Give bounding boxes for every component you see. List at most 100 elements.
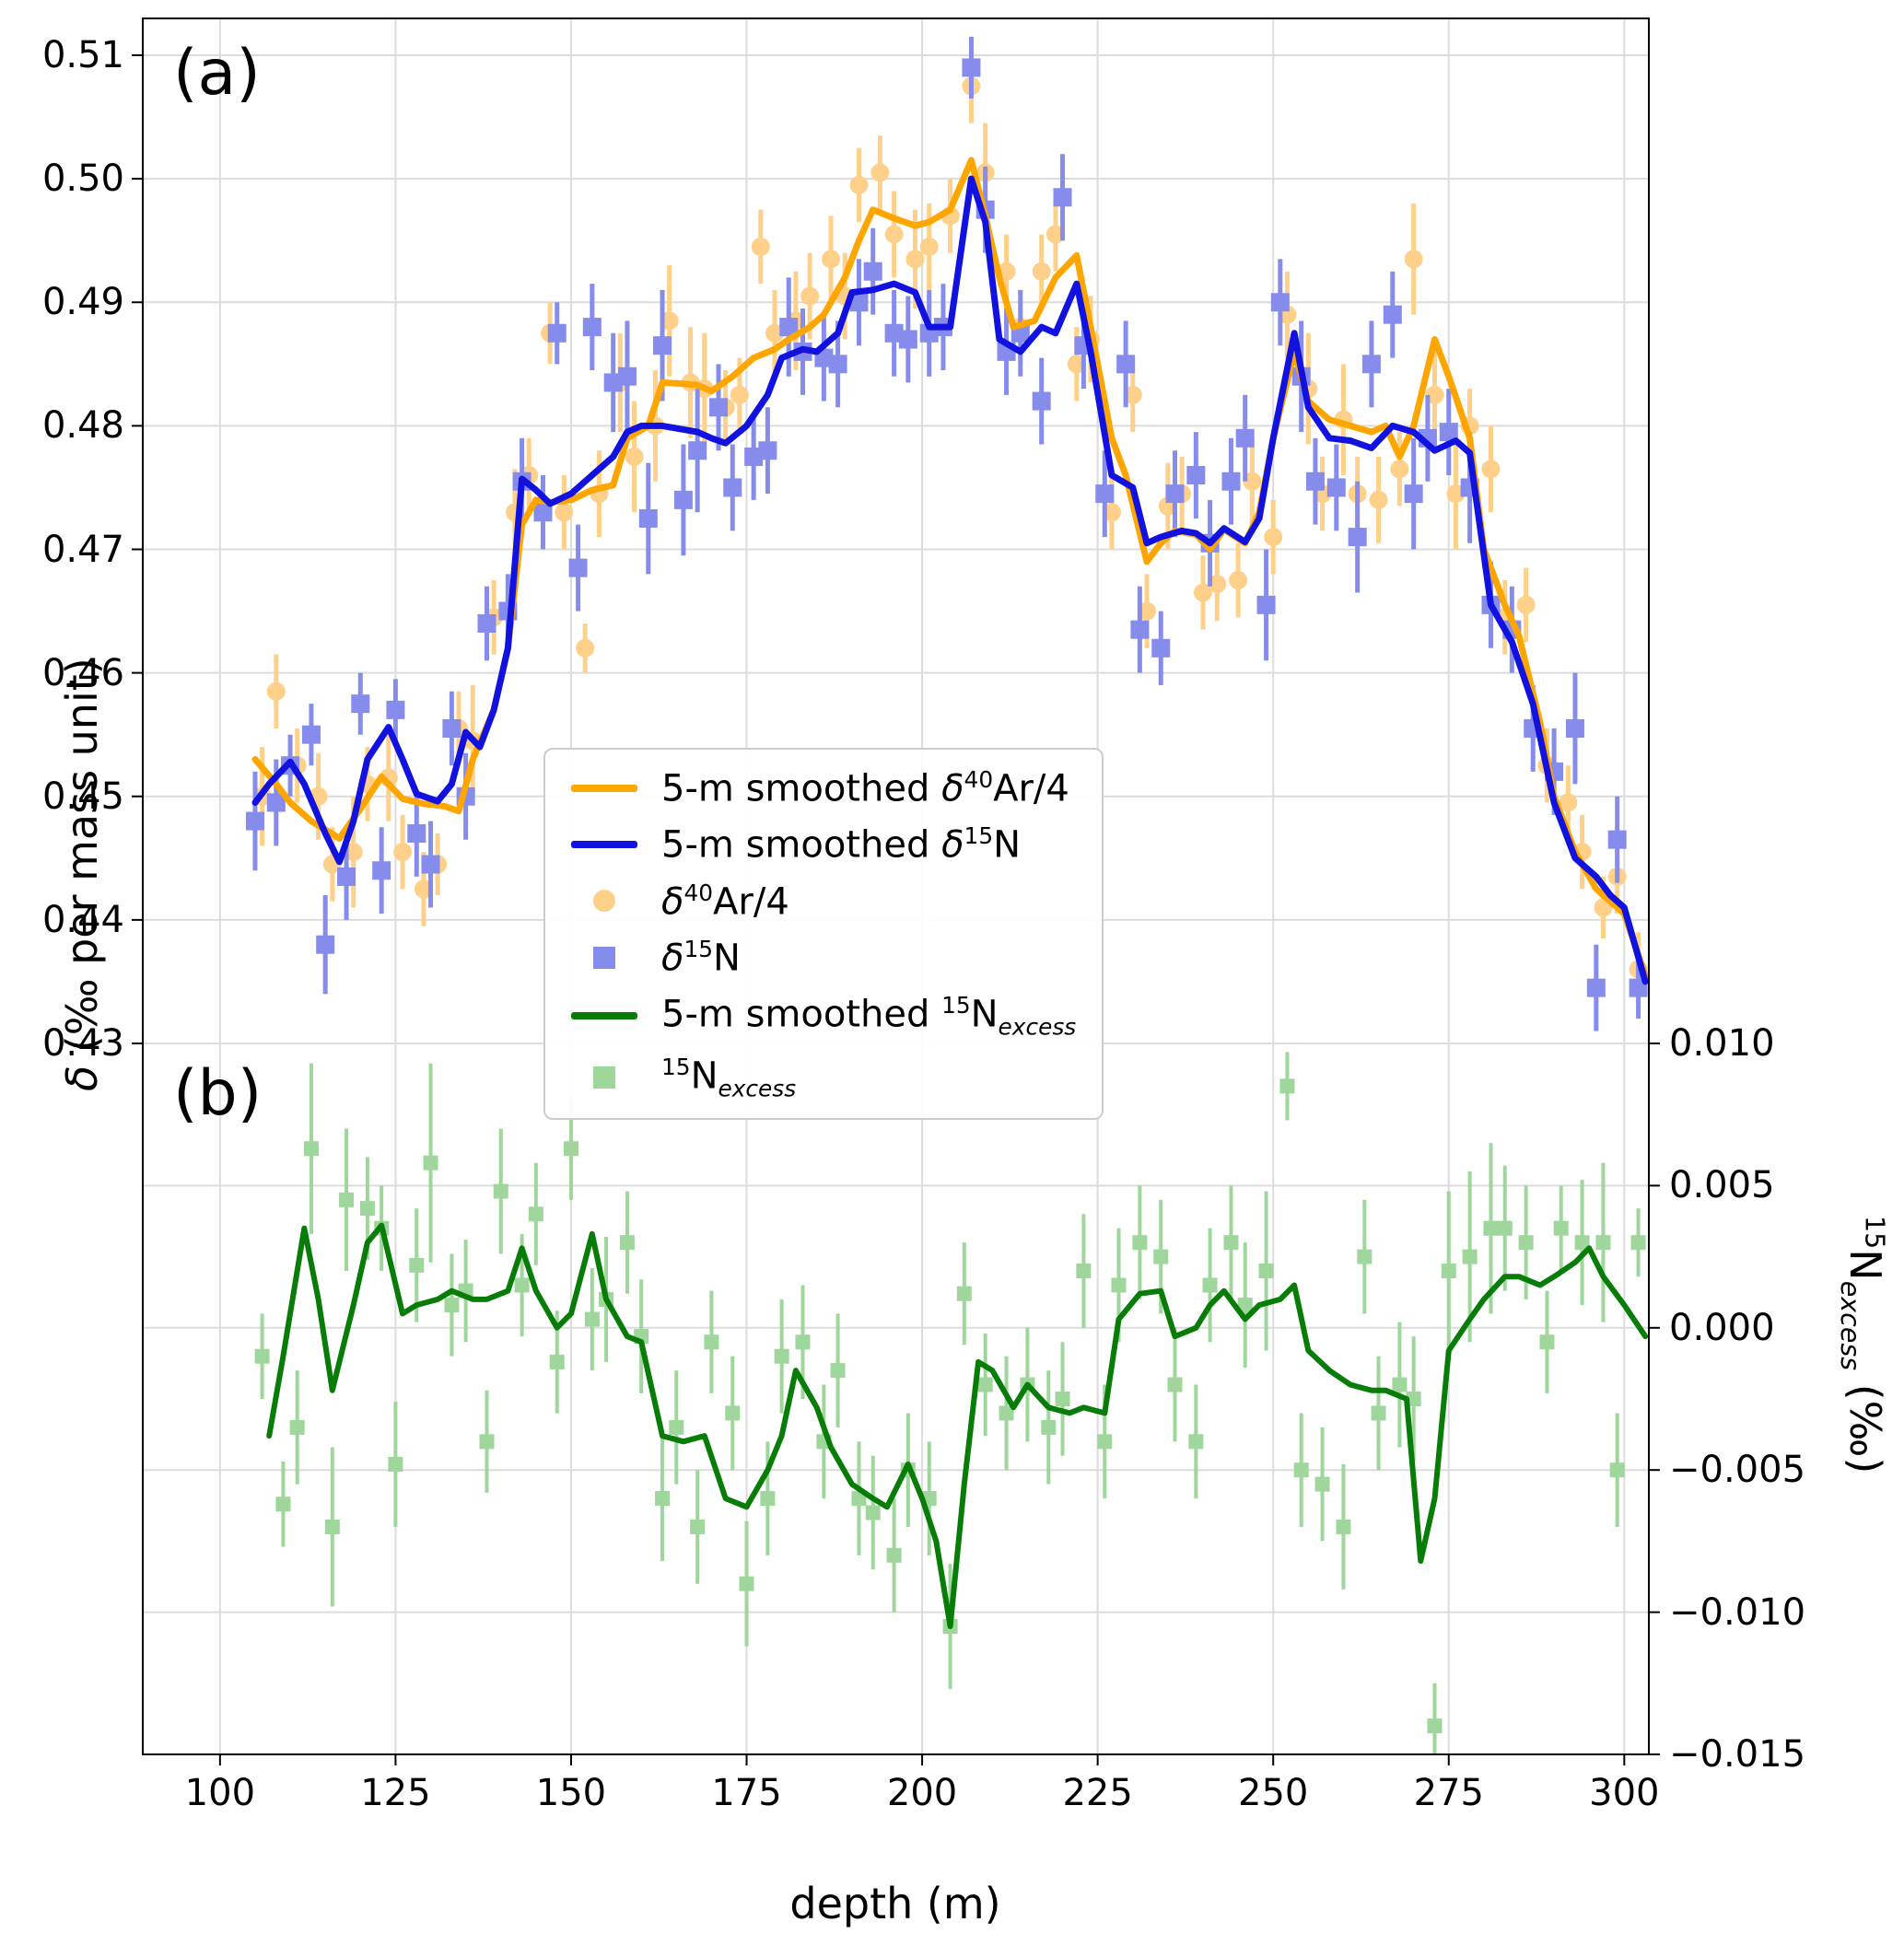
n15-point	[547, 323, 567, 343]
x-tick-label: 125	[360, 1772, 431, 1814]
n15-point	[1586, 978, 1606, 997]
n15-point	[301, 725, 321, 744]
n15x-point	[1167, 1377, 1183, 1392]
n15-point	[477, 613, 496, 633]
legend-entry: δ15N	[571, 936, 1076, 979]
ar40-point	[1229, 571, 1248, 590]
ar40-point	[800, 286, 820, 306]
n15x-point	[1406, 1392, 1421, 1406]
n15x-point	[584, 1311, 600, 1327]
n15x-point	[359, 1201, 375, 1217]
n15x-point	[690, 1519, 706, 1534]
n15x-point	[1539, 1334, 1555, 1350]
n15-point	[1256, 595, 1276, 614]
y-tick-label-left: 0.44	[41, 898, 124, 941]
n15x-point	[977, 1377, 993, 1392]
n15x-point	[1574, 1235, 1590, 1251]
n15x-point	[1462, 1249, 1478, 1264]
n15x-point	[423, 1155, 438, 1171]
legend-square-swatch	[571, 1066, 637, 1089]
n15x-point	[1293, 1462, 1309, 1478]
y-axis-label-right: 15Nexcess (‰)	[1834, 1216, 1890, 1474]
n15x-point	[725, 1405, 741, 1421]
n15x-point	[1258, 1264, 1274, 1279]
x-tick-label: 300	[1589, 1772, 1660, 1814]
ar40-point	[414, 879, 433, 899]
legend-entry: 5-m smoothed δ15N	[571, 822, 1076, 867]
ar40-point	[1369, 490, 1388, 509]
n15x-point	[289, 1419, 305, 1435]
y-tick-label-right: −0.005	[1669, 1449, 1806, 1492]
y-tick-label-left: 0.48	[41, 404, 124, 448]
n15x-point	[830, 1363, 846, 1379]
ar40-point	[1045, 225, 1065, 244]
ar40-point	[1559, 793, 1578, 812]
n15x-point	[1188, 1434, 1204, 1450]
ar40-point	[870, 163, 890, 182]
n15x-point	[956, 1286, 972, 1301]
n15x-point	[1223, 1235, 1239, 1251]
n15x-point	[1111, 1277, 1127, 1293]
plot-border	[142, 17, 1650, 1755]
legend-label: δ15N	[661, 935, 741, 980]
legend-circle-swatch	[571, 890, 637, 913]
y-tick-label-left: 0.50	[41, 157, 124, 201]
n15x-point	[254, 1348, 270, 1364]
n15x-point	[1279, 1078, 1295, 1094]
x-tick-label: 275	[1413, 1772, 1484, 1814]
ar40-point	[1067, 355, 1086, 374]
ar40-point	[849, 175, 869, 194]
n15-point	[1151, 638, 1171, 658]
n15x-point	[1237, 1298, 1253, 1313]
n15-point	[709, 398, 729, 417]
n15x-point	[1609, 1462, 1625, 1478]
n15x-point	[1132, 1235, 1148, 1251]
legend-entry: δ40Ar/4	[571, 879, 1076, 923]
n15x-point	[479, 1434, 495, 1450]
legend-label: 5-m smoothed 15Nexcess	[661, 992, 1077, 1041]
legend-label: 5-m smoothed δ15N	[661, 822, 1022, 867]
n15-point	[603, 373, 623, 392]
n15-point	[1235, 428, 1255, 448]
legend-entry: 5-m smoothed δ40Ar/4	[571, 766, 1076, 810]
n15-point	[421, 855, 440, 874]
n15-point	[407, 823, 426, 843]
n15-point	[386, 700, 405, 719]
x-axis-label: depth (m)	[789, 1879, 1001, 1928]
y-tick-label-left: 0.47	[41, 528, 124, 571]
ar40-point	[1446, 484, 1466, 504]
n15x-point	[1630, 1235, 1646, 1251]
ar40-point	[751, 237, 770, 256]
n15x-point	[1314, 1476, 1330, 1492]
n15x-point	[886, 1547, 902, 1563]
n15-point	[723, 478, 742, 497]
n15x-point	[1153, 1249, 1169, 1264]
n15-point	[673, 490, 693, 509]
n15x-point	[514, 1277, 530, 1293]
panel-b-label: (b)	[173, 1057, 263, 1130]
n15x-point	[619, 1235, 635, 1251]
n15x-point	[549, 1354, 565, 1369]
ar40-point	[1032, 262, 1051, 281]
ar40-point	[1404, 250, 1423, 269]
ar40-point	[821, 250, 840, 269]
n15x-point	[339, 1192, 355, 1207]
n15x-point	[669, 1419, 684, 1435]
n15-point	[653, 336, 672, 355]
n15x-point	[1202, 1277, 1218, 1293]
ar40-point	[393, 843, 413, 862]
ar40-point	[660, 311, 679, 331]
ar40-point	[1102, 503, 1121, 522]
n15x-point	[1371, 1405, 1386, 1421]
n15-point	[884, 323, 904, 343]
n15x-point	[493, 1183, 508, 1199]
ar40-point	[266, 681, 286, 701]
n15x-point	[1427, 1718, 1443, 1734]
ar40-point	[884, 225, 904, 244]
n15x-point	[303, 1141, 319, 1157]
n15x-point	[1595, 1235, 1611, 1251]
ar40-point	[765, 323, 785, 343]
n15-point	[962, 58, 981, 77]
n15x-point	[1097, 1434, 1113, 1450]
n15x-point	[324, 1519, 340, 1534]
